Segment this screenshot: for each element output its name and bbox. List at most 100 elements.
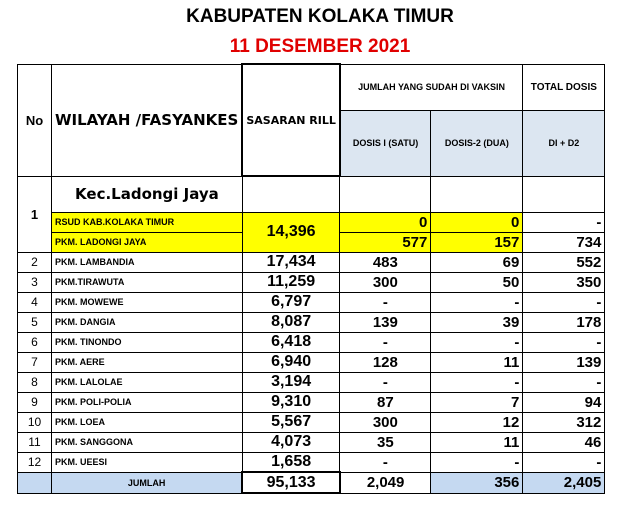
header-total-dosis: TOTAL DOSIS <box>522 63 606 111</box>
dosis1-value: 139 <box>339 311 432 333</box>
facility-name: PKM. LALOLAE <box>51 371 243 393</box>
facility-name: PKM. TINONDO <box>51 331 243 353</box>
facility-name: PKM. AERE <box>51 351 243 373</box>
table-row: 8 PKM. LALOLAE 3,194 - - - <box>17 371 606 393</box>
row-no: 8 <box>17 371 52 393</box>
dosis2-value: 11 <box>430 431 524 453</box>
jumlah-dosis1: 2,049 <box>339 471 432 494</box>
table-row: 7 PKM. AERE 6,940 128 11 139 <box>17 351 606 373</box>
row-no: 6 <box>17 331 52 353</box>
sasaran-value: 6,797 <box>241 291 341 313</box>
facility-name: PKM. UEESI <box>51 451 243 473</box>
header-jumlah-vaksin: JUMLAH YANG SUDAH DI VAKSIN <box>339 63 524 111</box>
jumlah-label: JUMLAH <box>51 471 243 494</box>
empty-cell <box>522 175 606 212</box>
row-no: 10 <box>17 411 52 433</box>
facility-name: PKM. LAMBANDIA <box>51 251 243 273</box>
total-value: 734 <box>522 231 606 253</box>
table-row: 5 PKM. DANGIA 8,087 139 39 178 <box>17 311 606 333</box>
dosis2-value: 12 <box>430 411 524 433</box>
total-value: 552 <box>522 251 606 273</box>
row-no: 7 <box>17 351 52 373</box>
facility-name: PKM. LOEA <box>51 411 243 433</box>
total-value: - <box>522 291 606 313</box>
dosis2-value: 69 <box>430 251 524 273</box>
header-wilayah: WILAYAH /FASYANKES <box>51 63 243 177</box>
total-row: JUMLAH 95,133 2,049 356 2,405 <box>17 471 606 494</box>
sasaran-value: 5,567 <box>241 411 341 433</box>
total-value: 94 <box>522 391 606 413</box>
total-value: 46 <box>522 431 606 453</box>
empty-cell <box>241 175 341 212</box>
sasaran-value: 1,658 <box>241 451 341 473</box>
dosis2-value: - <box>430 291 524 313</box>
empty-cell <box>339 175 432 212</box>
sasaran-value: 14,396 <box>241 211 341 253</box>
sasaran-value: 4,073 <box>241 431 341 453</box>
jumlah-dosis2: 356 <box>430 471 524 494</box>
jumlah-total: 2,405 <box>522 471 606 494</box>
row-no: 2 <box>17 251 52 273</box>
total-value: 139 <box>522 351 606 373</box>
table-row: 11 PKM. SANGGONA 4,073 35 11 46 <box>17 431 606 453</box>
dosis1-value: 300 <box>339 271 432 293</box>
table-row: 4 PKM. MOWEWE 6,797 - - - <box>17 291 606 313</box>
dosis2-value: - <box>430 371 524 393</box>
dosis2-value: - <box>430 451 524 473</box>
jumlah-sasaran: 95,133 <box>241 471 341 494</box>
table-row: 6 PKM. TINONDO 6,418 - - - <box>17 331 606 353</box>
dosis1-value: 0 <box>339 211 432 233</box>
vaccination-table: No WILAYAH /FASYANKES SASARAN RILL JUMLA… <box>17 63 606 494</box>
dosis1-value: 300 <box>339 411 432 433</box>
sasaran-value: 3,194 <box>241 371 341 393</box>
page-title: KABUPATEN KOLAKA TIMUR <box>186 6 454 27</box>
row-no: 4 <box>17 291 52 313</box>
sasaran-value: 6,418 <box>241 331 341 353</box>
total-value: 350 <box>522 271 606 293</box>
table-row: 3 PKM.TIRAWUTA 11,259 300 50 350 <box>17 271 606 293</box>
dosis1-value: 577 <box>339 231 432 253</box>
header-sasaran: SASARAN RILL <box>241 63 341 177</box>
dosis1-value: 483 <box>339 251 432 273</box>
dosis2-value: 0 <box>430 211 524 233</box>
dosis1-value: 87 <box>339 391 432 413</box>
report-date: 11 DESEMBER 2021 <box>229 36 411 57</box>
empty-cell <box>430 175 524 212</box>
dosis1-value: - <box>339 291 432 313</box>
total-value: - <box>522 211 606 233</box>
sasaran-value: 6,940 <box>241 351 341 373</box>
facility-name: PKM. POLI-POLIA <box>51 391 243 413</box>
header-no: No <box>17 63 52 177</box>
header-dosis1: DOSIS I (SATU) <box>339 109 432 177</box>
row-no: 9 <box>17 391 52 413</box>
total-value: 178 <box>522 311 606 333</box>
dosis1-value: - <box>339 371 432 393</box>
dosis2-value: 11 <box>430 351 524 373</box>
facility-name: PKM. DANGIA <box>51 311 243 333</box>
total-value: 312 <box>522 411 606 433</box>
dosis1-value: - <box>339 451 432 473</box>
row-no: 3 <box>17 271 52 293</box>
row-no: 11 <box>17 431 52 453</box>
header-d1d2: DI + D2 <box>522 109 606 177</box>
dosis1-value: 35 <box>339 431 432 453</box>
facility-name: PKM. LADONGI JAYA <box>51 231 243 253</box>
table-row: 9 PKM. POLI-POLIA 9,310 87 7 94 <box>17 391 606 413</box>
empty-cell <box>17 471 52 494</box>
total-value: - <box>522 331 606 353</box>
table-row: 10 PKM. LOEA 5,567 300 12 312 <box>17 411 606 433</box>
facility-name: PKM.TIRAWUTA <box>51 271 243 293</box>
header-dosis2: DOSIS-2 (DUA) <box>430 109 524 177</box>
dosis2-value: 50 <box>430 271 524 293</box>
dosis1-value: 128 <box>339 351 432 373</box>
table-row: 2 PKM. LAMBANDIA 17,434 483 69 552 <box>17 251 606 273</box>
facility-name: PKM. SANGGONA <box>51 431 243 453</box>
sasaran-value: 11,259 <box>241 271 341 293</box>
dosis2-value: 39 <box>430 311 524 333</box>
total-value: - <box>522 451 606 473</box>
dosis2-value: - <box>430 331 524 353</box>
dosis2-value: 7 <box>430 391 524 413</box>
dosis1-value: - <box>339 331 432 353</box>
table-row: 12 PKM. UEESI 1,658 - - - <box>17 451 606 473</box>
sasaran-value: 17,434 <box>241 251 341 273</box>
